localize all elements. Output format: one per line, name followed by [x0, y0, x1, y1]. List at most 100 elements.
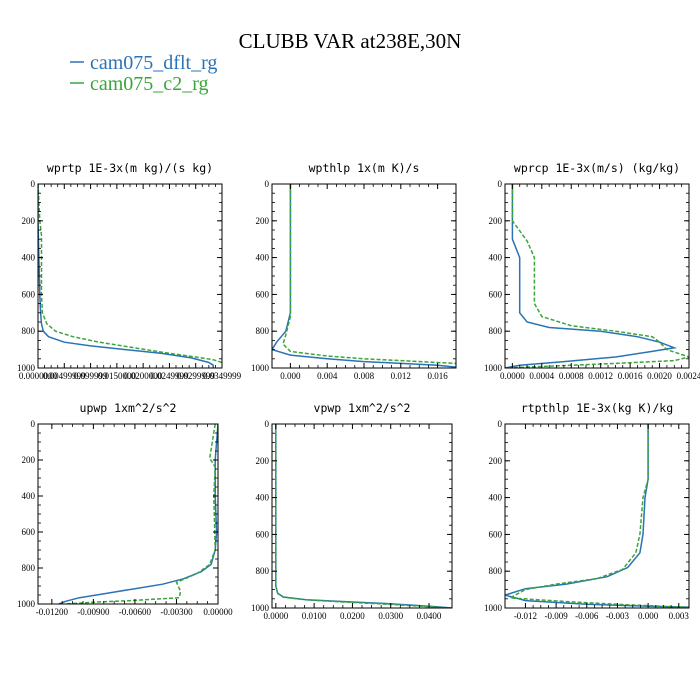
- x-tick-label: 0.0100: [302, 611, 327, 621]
- y-tick-label: 600: [489, 289, 503, 299]
- y-tick-label: 1000: [251, 603, 270, 613]
- y-tick-label: 600: [489, 529, 503, 539]
- x-tick-label: 0.0000: [263, 611, 288, 621]
- y-tick-label: 600: [22, 527, 36, 537]
- panel-2: wprcp 1E-3x(m/s) (kg/kg) 0 200 400 600 800 100…: [484, 161, 700, 381]
- x-tick-label: 0.003: [669, 611, 690, 621]
- y-tick-label: 200: [22, 216, 36, 226]
- legend-label-dflt: cam075_dflt_rg: [90, 52, 217, 74]
- series-line-1: [65, 424, 216, 604]
- x-tick-label: -0.012: [514, 611, 537, 621]
- y-tick-label: 400: [489, 493, 503, 503]
- y-tick-label: 0: [31, 419, 36, 429]
- y-tick-label: 0: [265, 419, 270, 429]
- plot-frame: [37, 183, 223, 369]
- x-tick-label: 0.00499999: [43, 371, 86, 381]
- legend-item-dflt: cam075_dflt_rg: [70, 52, 217, 74]
- y-tick-label: 600: [256, 529, 270, 539]
- series-line-0: [275, 424, 452, 608]
- series-line-1: [275, 424, 445, 608]
- plot-frame: [271, 183, 457, 369]
- x-tick-label: 0.0012: [588, 371, 613, 381]
- legend-item-c2: cam075_c2_rg: [70, 73, 209, 95]
- x-tick-label: 0.012: [391, 371, 411, 381]
- x-tick-label: -0.00900: [77, 607, 110, 617]
- series-line-0: [38, 184, 214, 368]
- x-tick-label: 0.099999: [74, 371, 108, 381]
- x-tick-label: -0.006: [575, 611, 599, 621]
- x-tick-label: 0.0400: [417, 611, 442, 621]
- x-tick-label: 0.0300: [378, 611, 403, 621]
- y-tick-label: 400: [22, 253, 36, 263]
- y-tick-label: 200: [22, 455, 36, 465]
- plot-frame: [37, 423, 219, 605]
- panel-3: upwp 1xm^2/s^202004006008001000-0.01200-…: [17, 401, 233, 617]
- series-line-0: [505, 424, 689, 608]
- panel-title: rtpthlp 1E-3x(kg K)/kg: [521, 401, 673, 415]
- y-tick-label: 800: [22, 326, 36, 336]
- y-tick-label: 800: [256, 326, 270, 336]
- y-tick-label: 800: [22, 563, 36, 573]
- y-tick-label: 0: [498, 419, 503, 429]
- series-line-1: [38, 184, 222, 364]
- legend: cam075_dflt_rg cam075_c2_rg: [70, 52, 217, 95]
- x-tick-label: -0.009: [544, 611, 568, 621]
- panel-title: wprtp 1E-3x(m kg)/(s kg): [47, 161, 213, 175]
- y-tick-label: 400: [22, 491, 36, 501]
- y-tick-label: 1000: [251, 363, 270, 373]
- series-line-1: [282, 184, 456, 365]
- x-tick-label: -0.00300: [160, 607, 193, 617]
- y-tick-label: 400: [489, 253, 503, 263]
- x-tick-label: 0.0200000: [124, 371, 163, 381]
- plot-frame: [504, 423, 690, 609]
- y-tick-label: 600: [256, 289, 270, 299]
- y-tick-label: 1000: [484, 363, 503, 373]
- x-tick-label: 0.0008: [559, 371, 584, 381]
- y-tick-label: 200: [256, 456, 270, 466]
- x-tick-label: 0.0299999: [177, 371, 216, 381]
- series-line-1: [505, 184, 689, 368]
- y-tick-label: 600: [22, 289, 36, 299]
- panel-0: wprtp 1E-3x(m kg)/(s kg) 0 200 400 600 800 100…: [17, 161, 242, 381]
- x-tick-label: -0.01200: [36, 607, 69, 617]
- x-tick-label: 0.004: [317, 371, 338, 381]
- y-tick-label: 400: [256, 493, 270, 503]
- figure-title: CLUBB VAR at238E,30N: [239, 29, 462, 53]
- panel-title: upwp 1xm^2/s^2: [80, 401, 177, 415]
- y-tick-label: 800: [256, 566, 270, 576]
- x-tick-label: -0.003: [606, 611, 630, 621]
- y-tick-label: 200: [256, 216, 270, 226]
- panel-5: rtpthlp 1E-3x(kg K)/kg 0 200 400 600 800 1000 -…: [484, 401, 690, 621]
- panel-title: wprcp 1E-3x(m/s) (kg/kg): [514, 161, 680, 175]
- y-tick-label: 1000: [484, 603, 503, 613]
- x-tick-label: 0.0016: [618, 371, 643, 381]
- x-tick-label: 0.00000: [203, 607, 233, 617]
- panel-1: wpthlp 1x(m K)/s 0 200 400 600 800 1000 0.000 0.…: [251, 161, 457, 381]
- y-tick-label: 800: [489, 326, 503, 336]
- x-tick-label: 0.0024: [677, 371, 700, 381]
- y-tick-label: 200: [489, 216, 503, 226]
- x-tick-label: 0.0004: [529, 371, 554, 381]
- x-tick-label: 0.0000: [500, 371, 525, 381]
- series-line-1: [507, 424, 689, 608]
- panel-title: vpwp 1xm^2/s^2: [314, 401, 411, 415]
- x-tick-label: 0.0349999: [203, 371, 242, 381]
- x-tick-label: 0.0150000: [98, 371, 137, 381]
- x-tick-label: 0.000: [638, 611, 659, 621]
- y-tick-label: 200: [489, 456, 503, 466]
- series-line-0: [58, 424, 218, 604]
- panels: wprtp 1E-3x(m kg)/(s kg) 0 200 400 600 800 100…: [17, 161, 700, 621]
- legend-label-c2: cam075_c2_rg: [90, 73, 209, 95]
- x-tick-label: 0.0200: [340, 611, 365, 621]
- panel-title: wpthlp 1x(m K)/s: [309, 161, 420, 175]
- x-tick-label: -0.00600: [119, 607, 152, 617]
- y-tick-label: 1000: [17, 599, 36, 609]
- y-tick-label: 800: [489, 566, 503, 576]
- x-tick-label: 0.0020: [647, 371, 672, 381]
- plot-frame: [271, 423, 453, 609]
- series-line-0: [505, 184, 678, 368]
- x-tick-label: 0.0000000: [19, 371, 58, 381]
- x-tick-label: 0.008: [354, 371, 375, 381]
